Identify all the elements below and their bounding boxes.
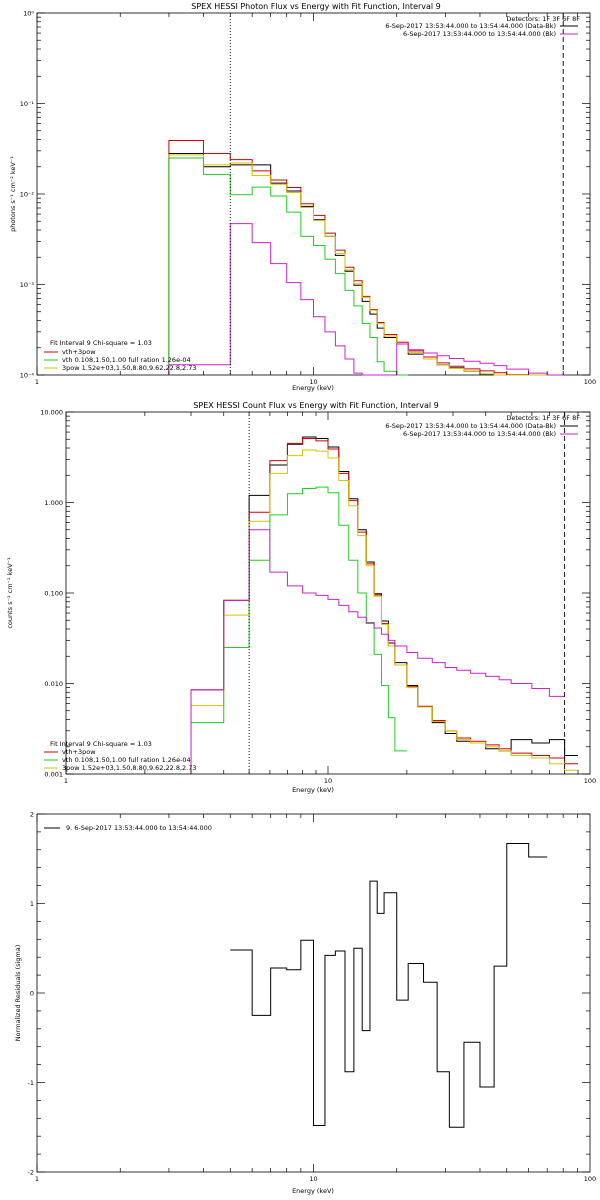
count-flux-energy-markers <box>248 412 566 774</box>
count-flux-legend-bk: 6-Sep-2017 13:53:44.000 to 13:54:44.000 … <box>403 430 556 438</box>
count-flux-series-3 <box>190 486 407 774</box>
photon-flux-ticks <box>36 12 590 376</box>
residuals-ticks <box>36 813 590 1173</box>
count-flux-x-tick-label: 100 <box>584 777 596 785</box>
photon-flux-x-axis-label: Energy (keV) <box>292 384 334 392</box>
residuals-panel: 1 10 100 -2 -1 0 1 2 Energy (keV) Normalized Re… <box>14 811 596 1196</box>
photon-flux-series-3 <box>168 157 409 376</box>
count-flux-tick-labels: 1 10 100 0.001 0.010 0.100 1.000 10.000 <box>40 409 596 786</box>
count-flux-legend-3pow: 3pow 1.52e+03,1.50,8.80,9.62,22.8,2.73 <box>62 764 197 772</box>
residuals-x-axis-label: Energy (keV) <box>292 1187 334 1195</box>
count-flux-fit-interval: Fit Interval 9 Chi-square = 1.03 <box>50 740 152 748</box>
count-flux-detectors-label: Detectors: 1F 3F 6F 8F <box>506 414 580 422</box>
photon-flux-legend-bk: 6-Sep-2017 13:53:44.000 to 13:54:44.000 … <box>403 30 556 38</box>
residuals-y-tick-label: -1 <box>28 1079 34 1087</box>
residuals-legend: 9. 6-Sep-2017 13:53:44.000 to 13:54:44.0… <box>66 824 212 832</box>
residuals-tick-labels: 1 10 100 -2 -1 0 1 2 <box>28 811 597 1184</box>
photon-flux-legend-vth3pow: vth+3pow <box>62 348 96 356</box>
photon-flux-series-2 <box>168 154 564 376</box>
photon-flux-legend-3pow: 3pow 1.52e+03,1.50,8.80,9.62,22.8,2.73 <box>62 364 197 372</box>
photon-flux-detectors-label: Detectors: 1F 3F 6F 8F <box>506 15 580 23</box>
count-flux-y-tick-label: 10.000 <box>40 409 63 417</box>
photon-flux-energy-markers <box>229 13 564 375</box>
count-flux-ticks <box>65 411 590 775</box>
photon-flux-legend-top: Detectors: 1F 3F 6F 8F 6-Sep-2017 13:53:… <box>385 15 580 38</box>
photon-flux-series <box>168 140 564 376</box>
photon-flux-plot-area <box>36 12 591 376</box>
photon-flux-y-tick-label: 10⁻² <box>20 191 35 199</box>
residuals-series-0 <box>230 843 548 1128</box>
photon-flux-tick-labels: 1 10 100 10⁻⁴ 10⁻³ 10⁻² 10⁻¹ 10⁰ <box>20 10 597 387</box>
count-flux-legend-top: Detectors: 1F 3F 6F 8F 6-Sep-2017 13:53:… <box>385 414 580 438</box>
residuals-y-tick-label: 0 <box>30 990 34 998</box>
photon-flux-panel: SPEX HESSI Photon Flux vs Energy with Fi… <box>9 2 596 392</box>
photon-flux-x-tick-label: 1 <box>35 378 39 386</box>
photon-flux-y-tick-label: 10⁻³ <box>20 281 35 289</box>
count-flux-y-tick-label: 0.010 <box>44 680 63 688</box>
count-flux-plot-area <box>65 411 591 775</box>
residuals-x-tick-label: 10 <box>309 1175 317 1183</box>
count-flux-series-4 <box>190 529 565 774</box>
count-flux-title: SPEX HESSI Count Flux vs Energy with Fit… <box>193 401 438 410</box>
photon-flux-y-tick-label: 10⁰ <box>23 10 34 18</box>
photon-flux-title: SPEX HESSI Photon Flux vs Energy with Fi… <box>191 2 441 11</box>
photon-flux-series-1 <box>168 140 564 376</box>
count-flux-y-axis-label: counts s⁻¹ cm⁻² keV⁻¹ <box>6 557 14 629</box>
count-flux-x-tick-label: 10 <box>324 777 332 785</box>
photon-flux-y-tick-label: 10⁻¹ <box>20 100 35 108</box>
count-flux-legend-data-bk: 6-Sep-2017 13:53:44.000 to 13:54:44.000 … <box>385 422 556 430</box>
count-flux-y-tick-label: 0.001 <box>44 771 63 779</box>
count-flux-legend-bottom: Fit Interval 9 Chi-square = 1.03 vth+3po… <box>44 740 197 772</box>
count-flux-y-tick-label: 1.000 <box>44 499 63 507</box>
residuals-y-axis-label: Normalized Residuals (sigma) <box>14 945 22 1042</box>
photon-flux-fit-interval: Fit Interval 9 Chi-square = 1.03 <box>50 339 152 347</box>
count-flux-series-2 <box>190 449 579 774</box>
photon-flux-series-4 <box>168 223 564 376</box>
photon-flux-y-axis-label: photons s⁻¹ cm⁻² keV⁻¹ <box>9 156 17 232</box>
count-flux-panel: SPEX HESSI Count Flux vs Energy with Fit… <box>6 401 596 794</box>
residuals-y-tick-label: 1 <box>30 900 34 908</box>
count-flux-series <box>190 436 579 774</box>
residuals-y-tick-label: 2 <box>30 811 34 819</box>
residuals-y-tick-label: -2 <box>28 1169 34 1177</box>
photon-flux-x-tick-label: 100 <box>584 378 596 386</box>
photon-flux-x-tick-label: 10 <box>309 378 317 386</box>
photon-flux-y-tick-label: 10⁻⁴ <box>20 372 35 380</box>
photon-flux-legend-data-bk: 6-Sep-2017 13:53:44.000 to 13:54:44.000 … <box>385 22 556 30</box>
count-flux-x-axis-label: Energy (keV) <box>292 786 334 794</box>
count-flux-x-tick-label: 1 <box>64 777 68 785</box>
photon-flux-series-0 <box>168 153 564 376</box>
photon-flux-legend-vth: vth 0.108,1.50,1.00 full ration 1.26e-04 <box>62 356 191 364</box>
residuals-x-tick-label: 1 <box>35 1175 39 1183</box>
count-flux-y-tick-label: 0.100 <box>44 590 63 598</box>
count-flux-legend-vth: vth 0.108,1.50,1.00 full ration 1.26e-04 <box>62 756 191 764</box>
count-flux-legend-vth3pow: vth+3pow <box>62 748 96 756</box>
residuals-series <box>230 843 548 1128</box>
photon-flux-legend-bottom: Fit Interval 9 Chi-square = 1.03 vth+3po… <box>44 339 197 372</box>
residuals-x-tick-label: 100 <box>584 1175 596 1183</box>
